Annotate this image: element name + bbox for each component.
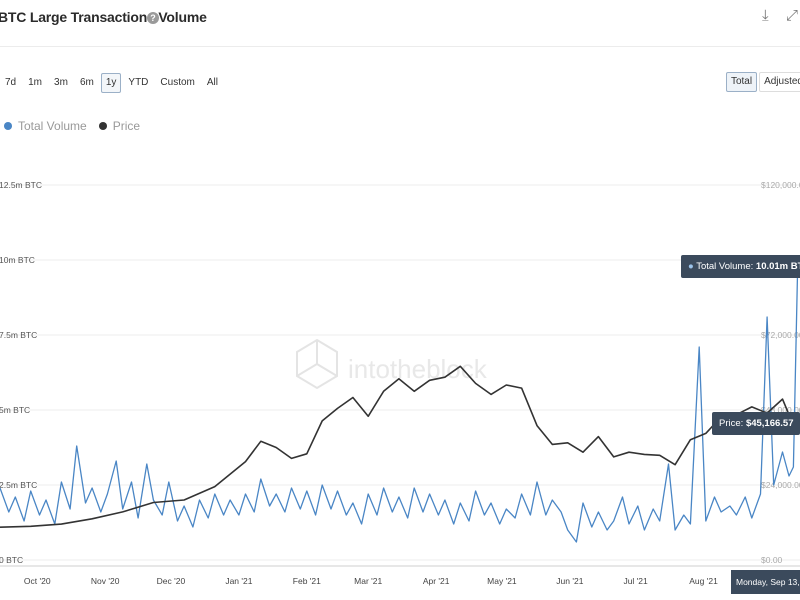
y-tick-label-left: 2.5m BTC <box>0 480 37 490</box>
x-tick-label: Jun '21 <box>556 576 583 586</box>
range-1m-button[interactable]: 1m <box>28 77 43 88</box>
range-7d-button[interactable]: 7d <box>5 77 17 88</box>
price-line <box>0 365 799 528</box>
x-tick-label: May '21 <box>487 576 517 586</box>
watermark: intotheblock <box>296 338 488 390</box>
y-tick-label-left: 0 BTC <box>0 555 23 565</box>
x-tick-label: Apr '21 <box>423 576 450 586</box>
download-icon[interactable]: ⤓ <box>762 7 769 24</box>
tooltip-price-value: $45,166.57 <box>745 418 794 429</box>
range-ytd-button[interactable]: YTD <box>128 77 149 88</box>
x-tick-label: Aug '21 <box>689 576 718 586</box>
question-circle-icon[interactable]: ? <box>147 12 159 24</box>
price-tooltip: Price: $45,166.57 <box>712 412 800 435</box>
mode-selector: Total Adjusted <box>725 72 800 92</box>
expand-icon[interactable]: ⤢ <box>786 7 799 24</box>
y-tick-label-right: $0.00 <box>761 555 783 565</box>
y-tick-label-right: $120,000.00 <box>761 180 800 190</box>
mode-total-button[interactable]: Total <box>725 72 758 92</box>
x-tick-label: Jul '21 <box>623 576 648 586</box>
x-tick-label: Jan '21 <box>225 576 252 586</box>
header-divider <box>0 46 800 47</box>
x-tick-label: Nov '20 <box>91 576 120 586</box>
range-3m-button[interactable]: 3m <box>54 77 68 88</box>
legend-dot-icon <box>98 122 107 130</box>
y-tick-label-right: $72,000.00 <box>761 330 800 340</box>
range-custom-button[interactable]: Custom <box>160 77 195 88</box>
range-1y-button[interactable]: 1y <box>100 73 122 93</box>
y-tick-label-left: 10m BTC <box>0 255 35 265</box>
y-tick-label-left: 7.5m BTC <box>0 330 37 340</box>
y-tick-label-left: 5m BTC <box>0 405 30 415</box>
chart-legend: Total Volume Price <box>4 119 140 133</box>
y-tick-label-right: $24,000.00 <box>761 480 800 490</box>
legend-dot-icon <box>4 122 12 130</box>
y-tick-label-left: 12.5m BTC <box>0 180 42 190</box>
mode-adjusted-button[interactable]: Adjusted <box>759 72 800 92</box>
x-tick-label: Mar '21 <box>354 576 382 586</box>
x-tick-label: Feb '21 <box>293 576 321 586</box>
watermark-text: intotheblock <box>348 354 488 384</box>
total-volume-tooltip: ● Total Volume: 10.01m BTC <box>681 255 800 278</box>
total-volume-line <box>0 259 799 543</box>
range-all-button[interactable]: All <box>206 77 218 88</box>
x-tick-label: Dec '20 <box>157 576 186 586</box>
date-tooltip: Monday, Sep 13, 2021 <box>731 570 800 594</box>
time-range-selector: 7d 1m 3m 6m 1y YTD Custom All <box>0 73 223 93</box>
tooltip-price-label: Price: <box>719 418 744 429</box>
x-tick-label: Oct '20 <box>24 576 51 586</box>
tooltip-volume-value: 10.01m BTC <box>755 261 800 272</box>
tooltip-volume-label: Total Volume: <box>696 261 754 272</box>
range-6m-button[interactable]: 6m <box>79 77 94 88</box>
y-tick-label-right: $48,000.00 <box>761 405 800 415</box>
legend-item-price[interactable]: Price <box>98 119 141 133</box>
legend-label: Total Volume <box>18 119 87 133</box>
legend-label: Price <box>112 119 141 133</box>
legend-item-total-volume[interactable]: Total Volume <box>4 119 87 133</box>
